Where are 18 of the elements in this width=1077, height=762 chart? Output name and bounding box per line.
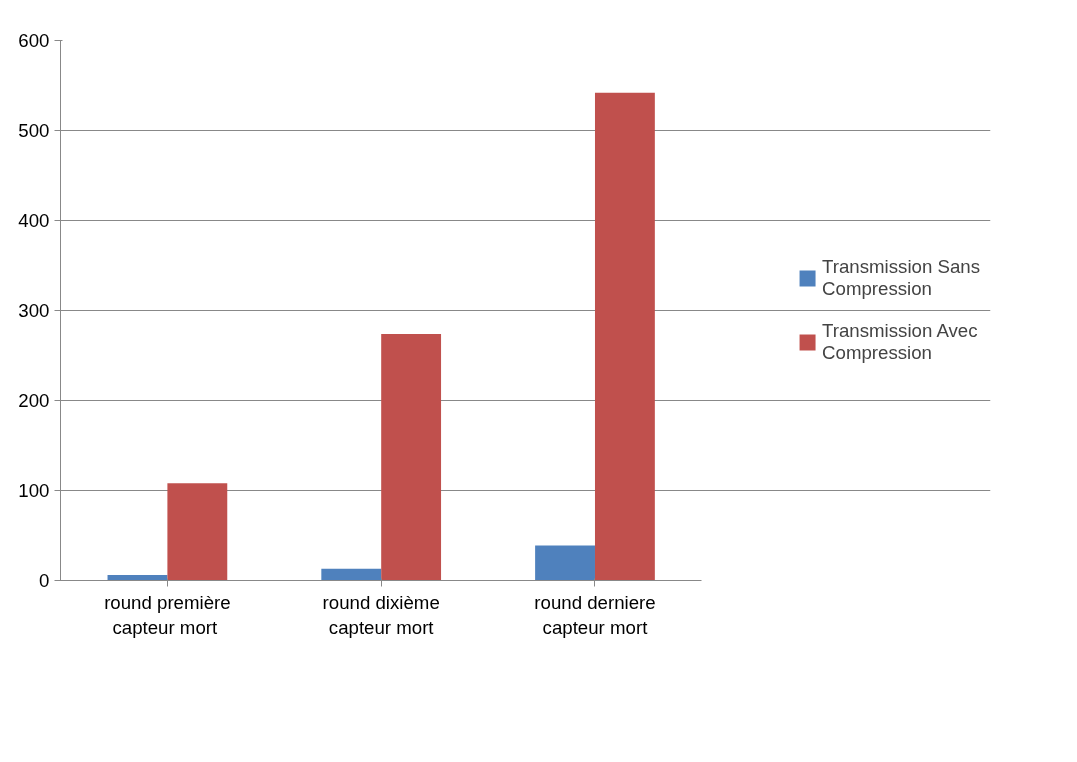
x-tick-label: round première capteur mort — [104, 591, 231, 638]
bar — [381, 333, 442, 581]
legend-label: Transmission Sans Compression — [822, 256, 980, 300]
y-tick-label: 100 — [18, 480, 50, 501]
x-tick-label: round dixième capteur mort — [322, 591, 440, 638]
y-tick-label: 500 — [18, 120, 50, 141]
bar — [167, 483, 228, 581]
legend-label: Transmission Avec Compression — [822, 320, 978, 364]
y-tick-label: 600 — [18, 30, 50, 51]
bar — [535, 545, 595, 581]
bar — [321, 568, 382, 581]
y-tick-label: 400 — [18, 210, 50, 231]
y-tick-label: 0 — [39, 570, 50, 591]
y-tick-label: 300 — [18, 300, 50, 321]
bar — [594, 92, 655, 581]
bar — [107, 575, 168, 581]
x-tick-label: round derniere capteur mort — [534, 591, 656, 638]
y-tick-label: 200 — [18, 390, 50, 411]
